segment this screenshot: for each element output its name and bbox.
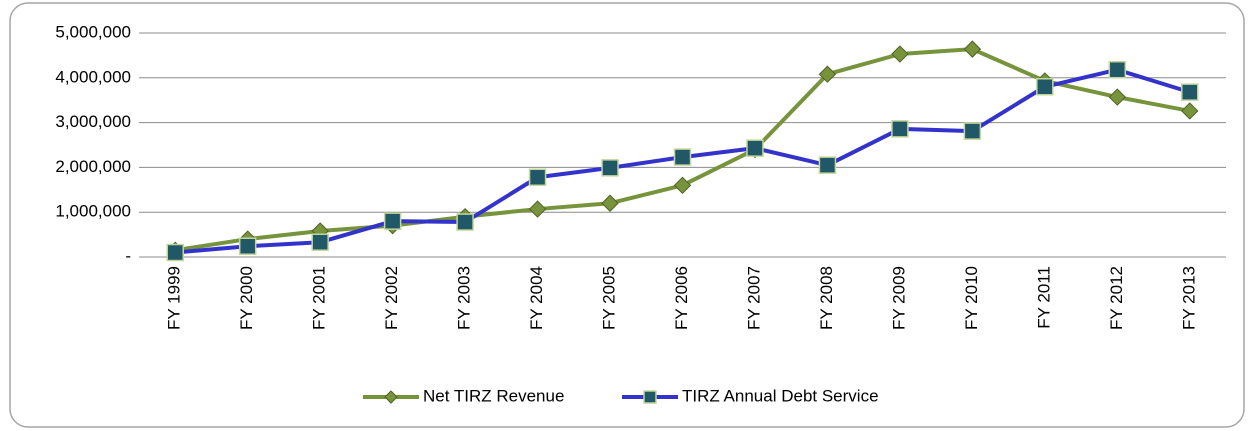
x-tick-label: FY 2009 [889,266,908,330]
x-tick-label: FY 2000 [237,266,256,330]
x-tick-label: FY 2012 [1107,266,1126,330]
x-tick-label: FY 2007 [744,266,763,330]
marker-square [166,243,184,262]
y-tick-label: 3,000,000 [55,112,131,131]
x-tick-label: FY 2003 [455,266,474,330]
y-tick-label: - [125,246,131,265]
marker-diamond [673,176,692,195]
x-tick-label: FY 1999 [165,266,184,330]
marker-square [528,168,547,187]
marker-diamond [528,200,547,218]
marker-diamond [891,45,909,63]
legend-square [643,390,657,404]
marker-diamond [963,40,982,58]
x-tick-label: FY 2004 [527,266,546,330]
x-tick-label: FY 2008 [817,266,836,330]
marker-diamond [1108,88,1127,106]
marker-square [238,237,257,255]
x-tick-label: FY 2011 [1034,266,1053,329]
marker-square [746,139,764,157]
legend-marker [643,390,657,404]
marker-square [311,233,329,251]
marker-square [1108,60,1127,79]
chart-frame [9,2,1245,428]
marker-square [1181,83,1199,101]
marker-square [1036,78,1054,96]
y-tick-label: 5,000,000 [55,22,131,41]
legend-marker [384,390,398,404]
x-tick-label: FY 2010 [962,266,981,330]
legend-label: TIRZ Annual Debt Service [682,386,879,405]
x-tick-label: FY 2005 [600,266,619,330]
marker-square [963,122,982,140]
marker-square [456,213,474,231]
marker-diamond [1181,102,1199,120]
x-tick-label: FY 2002 [382,266,401,330]
marker-square [891,120,909,138]
y-tick-label: 2,000,000 [55,157,131,176]
marker-square [673,148,692,166]
y-tick-label: 1,000,000 [55,202,131,221]
legend-label: Net TIRZ Revenue [423,386,564,405]
legend-diamond [384,390,398,404]
x-tick-label: FY 2013 [1179,266,1198,330]
marker-square [601,159,619,177]
x-tick-label: FY 2006 [672,266,691,330]
marker-square [818,156,837,174]
y-tick-label: 4,000,000 [55,67,131,86]
x-tick-label: FY 2001 [310,266,329,330]
marker-square [383,212,402,230]
marker-diamond [601,194,619,212]
marker-diamond [818,65,837,83]
